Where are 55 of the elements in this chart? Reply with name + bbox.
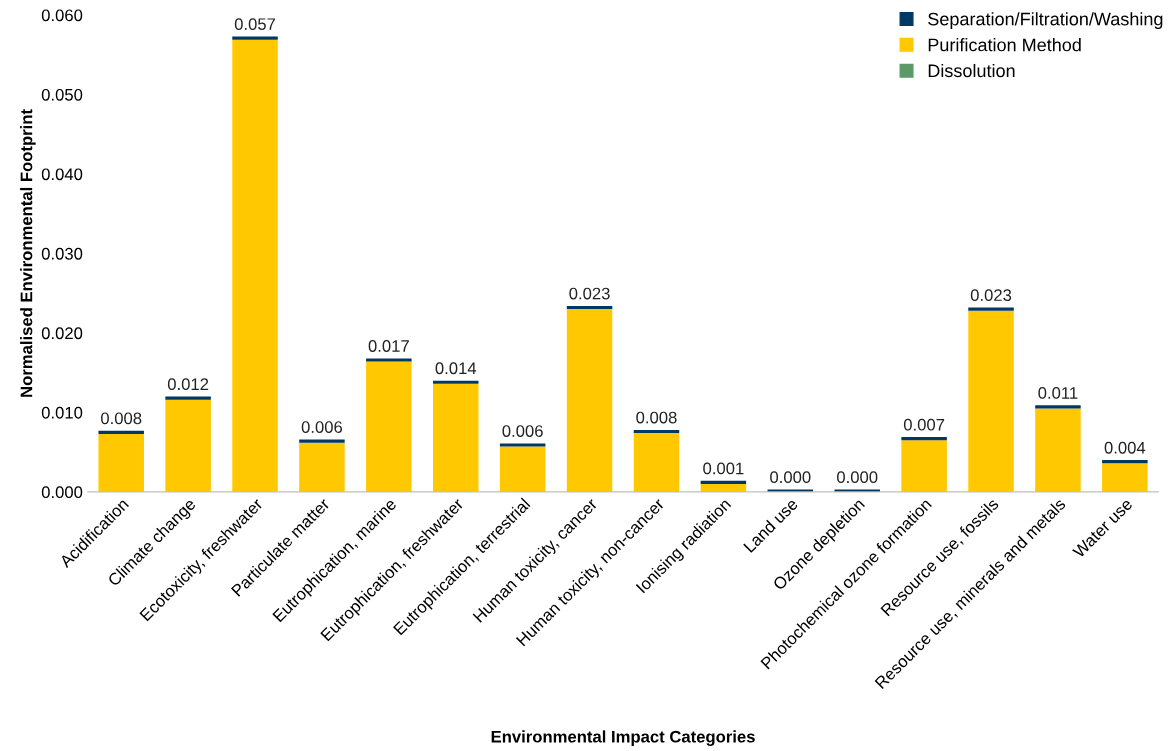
total-label: 0.006 <box>301 421 343 433</box>
bar <box>98 430 144 434</box>
bar <box>165 396 211 400</box>
bar <box>499 446 546 492</box>
bar <box>968 307 1014 311</box>
bar <box>299 439 345 443</box>
total-label: 0.057 <box>234 18 276 31</box>
y-tick-label: 0.010 <box>41 406 83 419</box>
bar <box>299 442 345 492</box>
bar <box>1102 460 1148 464</box>
bar <box>1035 408 1081 492</box>
x-axis-title: Environmental Impact Categories <box>491 730 755 746</box>
bar <box>232 39 278 492</box>
total-label: 0.014 <box>435 362 477 375</box>
total-label: 0.011 <box>1038 387 1078 399</box>
y-axis-title: Normalised Environmental Footprint <box>20 109 36 397</box>
bar <box>968 310 1014 492</box>
total-label: 0.008 <box>636 411 677 424</box>
total-label: 0.023 <box>569 287 610 300</box>
total-label: 0.006 <box>502 425 543 437</box>
bar <box>633 429 680 434</box>
total-label: 0.012 <box>167 378 209 391</box>
bar <box>232 36 278 40</box>
bar <box>1102 463 1148 492</box>
bar <box>566 305 613 310</box>
total-label: 0.017 <box>368 340 409 352</box>
y-tick-label: 0.000 <box>41 486 83 499</box>
bar <box>165 399 211 492</box>
total-label: 0.023 <box>970 289 1012 302</box>
bar <box>901 440 947 492</box>
y-tick-label: 0.020 <box>41 327 83 340</box>
total-label: 0.000 <box>837 471 878 484</box>
bar <box>633 433 680 492</box>
total-label: 0.008 <box>101 412 142 425</box>
y-tick-label: 0.060 <box>41 9 83 22</box>
total-label: 0.007 <box>903 418 945 431</box>
bar <box>499 443 546 447</box>
bar <box>1035 405 1081 409</box>
bar <box>433 383 479 492</box>
bar <box>700 480 747 484</box>
bar <box>433 380 479 384</box>
total-label: 0.001 <box>703 462 744 475</box>
legend-label: Purification Method <box>928 38 1081 52</box>
bar <box>901 437 947 441</box>
bar <box>366 358 412 362</box>
bar <box>566 309 613 492</box>
y-tick-label: 0.030 <box>41 247 83 260</box>
y-tick-label: 0.050 <box>41 88 83 101</box>
bar <box>366 361 412 492</box>
legend-label: Dissolution <box>928 63 1015 78</box>
y-tick-label: 0.040 <box>41 168 83 181</box>
legend-label: Separation/Filtration/Washing <box>928 12 1163 30</box>
total-label: 0.000 <box>770 471 811 484</box>
bar <box>98 433 144 492</box>
total-label: 0.004 <box>1104 441 1146 454</box>
